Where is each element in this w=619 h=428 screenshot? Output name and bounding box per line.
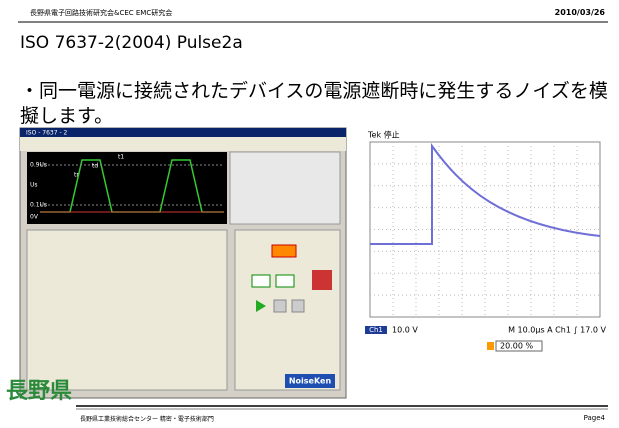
warning-icon [312, 270, 332, 290]
pause-icon [274, 300, 286, 312]
button [272, 245, 296, 257]
logo: 長野県 [6, 379, 72, 404]
label: t1 [118, 154, 124, 161]
scope-status: Tek 停止 [367, 130, 400, 140]
header-date: 2010/03/26 [555, 8, 605, 17]
slide-graphics: ISO - 7637 - 2 t1 td tr 0.9Us 0.1Us Us 0… [0, 0, 619, 428]
button [276, 275, 294, 287]
window-title: ISO - 7637 - 2 [26, 130, 68, 137]
timebase: M 10.0µs A Ch1 ∫ 17.0 V [508, 326, 606, 335]
software-screenshot: ISO - 7637 - 2 t1 td tr 0.9Us 0.1Us Us 0… [20, 128, 346, 398]
brand: NoiseKen [289, 377, 332, 386]
label: tr [74, 172, 79, 179]
stop-icon [292, 300, 304, 312]
label: Us [30, 182, 38, 189]
parameter-panel [27, 230, 227, 390]
label: td [92, 163, 98, 170]
position-icon [487, 342, 494, 350]
position: 20.00 % [500, 342, 533, 351]
channel: Ch1 [369, 326, 383, 334]
slide: {"header": {"org": "長野県電子回路技術研究会&CEC EMC… [0, 0, 619, 428]
button [252, 275, 270, 287]
bullet: ・同一電源に接続されたデバイスの電源遮断時に発生するノイズを模擬します。 [20, 79, 610, 129]
label: 0.9Us [30, 162, 47, 169]
title: ISO 7637-2(2004) Pulse2a [20, 33, 243, 53]
header-org: 長野県電子回路技術研究会&CEC EMC研究会 [30, 8, 172, 18]
label: 0.1Us [30, 202, 47, 209]
title-bar [20, 128, 346, 137]
label: 0V [30, 214, 39, 221]
settings-panel [230, 152, 340, 224]
scale: 10.0 V [392, 326, 418, 335]
page-number: Page4 [584, 414, 605, 422]
footer-org: 長野県工業技術総合センター 精密・電子技術部門 [80, 414, 214, 423]
scope-screenshot: Tek 停止 Ch1 10.0 V M 10.0µs A Ch1 ∫ 17.0 … [363, 128, 608, 390]
toolbar [20, 137, 346, 151]
